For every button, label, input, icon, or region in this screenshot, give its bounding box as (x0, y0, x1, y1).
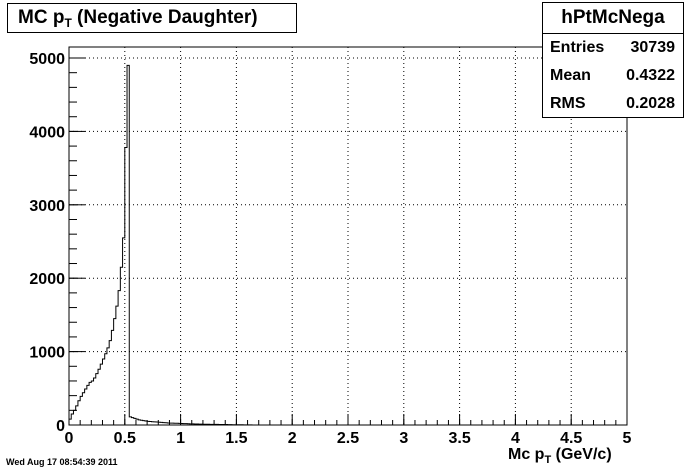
axes: 0 0.5 1 1.5 2 2.5 3 3.5 4 4.5 5 0 1000 2000 3000 4000 50… (29, 51, 631, 447)
y-tick-label: 2000 (29, 271, 65, 288)
datestamp: Wed Aug 17 08:54:39 2011 (6, 457, 118, 467)
title-main: MC p (18, 7, 65, 28)
stats-histogram-name: hPtMcNega (543, 3, 683, 34)
stats-label: Entries (550, 39, 605, 56)
stats-row-rms: RMS 0.2028 (543, 90, 683, 118)
stats-value: 0.4322 (626, 67, 675, 84)
title-subscript: T (64, 16, 72, 30)
x-tick-label: 4 (511, 430, 520, 447)
stats-label: RMS (550, 95, 586, 112)
y-tick-label: 1000 (29, 345, 65, 362)
y-tick-label: 0 (56, 418, 65, 435)
x-tick-label: 3.5 (448, 430, 470, 447)
stats-value: 30739 (630, 39, 676, 56)
stats-row-entries: Entries 30739 (543, 34, 683, 62)
x-axis-title-main: Mc p (508, 446, 545, 463)
y-tick-label: 4000 (29, 124, 65, 141)
x-tick-label: 2.5 (337, 430, 359, 447)
histogram-line (68, 64, 255, 426)
x-tick-label: 0 (65, 430, 74, 447)
x-tick-label: 1 (176, 430, 185, 447)
stats-value: 0.2028 (626, 95, 675, 112)
x-tick-label: 5 (623, 430, 632, 447)
x-tick-label: 0.5 (114, 430, 136, 447)
x-tick-label: 2 (288, 430, 297, 447)
stats-box: hPtMcNega Entries 30739 Mean 0.4322 RMS … (542, 2, 684, 118)
stats-row-mean: Mean 0.4322 (543, 62, 683, 90)
plot-title: MC pT (Negative Daughter) (7, 3, 297, 33)
x-axis-title: Mc pT (GeV/c) (508, 446, 612, 466)
y-tick-label: 5000 (29, 51, 65, 68)
title-rest: (Negative Daughter) (71, 7, 258, 28)
x-tick-label: 3 (399, 430, 408, 447)
grid-lines (69, 47, 627, 425)
x-tick-label: 4.5 (560, 430, 582, 447)
y-tick-label: 3000 (29, 198, 65, 215)
stats-label: Mean (550, 67, 591, 84)
x-axis-title-rest: (GeV/c) (551, 446, 612, 463)
x-axis-title-subscript: T (544, 454, 552, 466)
x-tick-label: 1.5 (225, 430, 247, 447)
